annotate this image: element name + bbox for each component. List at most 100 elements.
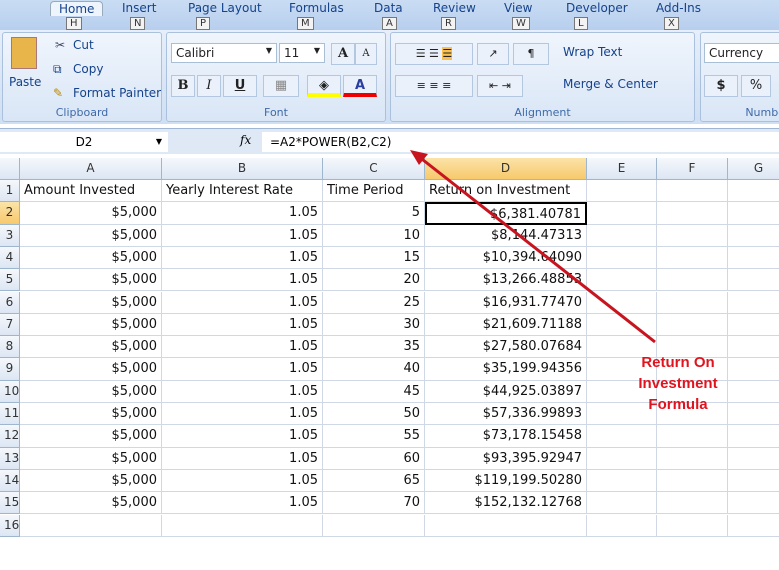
- horizontal-align-buttons[interactable]: ≡ ≡ ≡: [395, 75, 473, 97]
- row-header[interactable]: 1: [0, 180, 20, 203]
- data-cell[interactable]: 25: [323, 291, 425, 314]
- data-cell[interactable]: $13,266.48853: [425, 269, 587, 292]
- data-cell[interactable]: [657, 492, 728, 515]
- row-header[interactable]: 13: [0, 447, 20, 470]
- data-cell[interactable]: $21,609.71188: [425, 313, 587, 337]
- merge-center-button[interactable]: Merge & Center: [563, 77, 658, 91]
- data-cell[interactable]: [587, 336, 657, 359]
- data-cell[interactable]: [728, 381, 779, 403]
- row-header[interactable]: 10: [0, 380, 20, 403]
- data-cell[interactable]: [323, 514, 425, 537]
- data-cell[interactable]: $119,199.50280: [425, 469, 587, 493]
- tab-review[interactable]: Review: [433, 1, 476, 15]
- data-cell[interactable]: 1.05: [162, 291, 323, 314]
- column-header-f[interactable]: F: [657, 158, 728, 180]
- data-cell[interactable]: [728, 403, 779, 426]
- number-format-select[interactable]: Currency: [704, 43, 779, 63]
- row-header[interactable]: 7: [0, 313, 20, 337]
- grow-font-button[interactable]: A: [331, 43, 355, 65]
- row-header[interactable]: 9: [0, 358, 20, 381]
- data-cell[interactable]: $73,178.15458: [425, 425, 587, 448]
- row-header[interactable]: 8: [0, 336, 20, 359]
- data-cell[interactable]: [657, 425, 728, 448]
- data-cell[interactable]: 45: [323, 380, 425, 403]
- active-cell[interactable]: $6,381.40781: [425, 202, 587, 225]
- data-cell[interactable]: [728, 425, 779, 448]
- currency-button[interactable]: $: [704, 75, 738, 97]
- data-cell[interactable]: [657, 358, 728, 381]
- column-header-g[interactable]: G: [728, 158, 779, 180]
- data-cell[interactable]: [728, 269, 779, 292]
- format-painter-button[interactable]: Format Painter: [73, 86, 162, 100]
- insert-function-button[interactable]: fx: [240, 133, 252, 147]
- data-cell[interactable]: [587, 447, 657, 470]
- data-cell[interactable]: 20: [323, 269, 425, 292]
- data-cell[interactable]: [587, 403, 657, 426]
- data-cell[interactable]: [587, 492, 657, 515]
- data-cell[interactable]: $8,144.47313: [425, 224, 587, 247]
- data-cell[interactable]: [657, 269, 728, 292]
- data-cell[interactable]: [20, 514, 162, 537]
- tab-view[interactable]: View: [504, 1, 533, 15]
- row-header[interactable]: 16: [0, 514, 20, 537]
- cut-button[interactable]: Cut: [73, 38, 94, 52]
- tab-page-layout[interactable]: Page Layout: [188, 1, 262, 15]
- data-cell[interactable]: $5,000: [20, 224, 162, 247]
- data-cell[interactable]: $5,000: [20, 492, 162, 515]
- data-cell[interactable]: [587, 358, 657, 381]
- data-cell[interactable]: [728, 336, 779, 359]
- data-cell[interactable]: [657, 246, 728, 270]
- row-header[interactable]: 15: [0, 492, 20, 515]
- tab-add-ins[interactable]: Add-Ins: [656, 1, 701, 15]
- column-header-d[interactable]: D: [425, 158, 587, 180]
- data-cell[interactable]: $5,000: [20, 447, 162, 470]
- data-cell[interactable]: 35: [323, 336, 425, 359]
- data-cell[interactable]: [657, 403, 728, 426]
- data-cell[interactable]: 40: [323, 358, 425, 381]
- data-cell[interactable]: 15: [323, 246, 425, 270]
- row-header[interactable]: 12: [0, 425, 20, 448]
- header-cell[interactable]: [728, 180, 779, 203]
- data-cell[interactable]: $152,132.12768: [425, 492, 587, 515]
- font-size-select[interactable]: 11 ▼: [279, 43, 325, 63]
- text-direction-button[interactable]: ¶: [513, 43, 549, 65]
- data-cell[interactable]: 1.05: [162, 492, 323, 515]
- data-cell[interactable]: 30: [323, 313, 425, 337]
- data-cell[interactable]: [728, 225, 779, 247]
- data-cell[interactable]: 1.05: [162, 224, 323, 247]
- data-cell[interactable]: [657, 469, 728, 493]
- tab-developer[interactable]: Developer: [566, 1, 628, 15]
- data-cell[interactable]: $5,000: [20, 358, 162, 381]
- data-cell[interactable]: [728, 247, 779, 270]
- data-cell[interactable]: 1.05: [162, 202, 323, 225]
- fill-color-button[interactable]: ◈: [307, 75, 341, 97]
- data-cell[interactable]: [728, 448, 779, 470]
- data-cell[interactable]: $5,000: [20, 246, 162, 270]
- vertical-align-buttons[interactable]: ☰ ☰ ☰: [395, 43, 473, 65]
- data-cell[interactable]: $5,000: [20, 403, 162, 426]
- data-cell[interactable]: [657, 291, 728, 314]
- data-cell[interactable]: $5,000: [20, 380, 162, 403]
- data-cell[interactable]: $5,000: [20, 336, 162, 359]
- data-cell[interactable]: 1.05: [162, 336, 323, 359]
- data-cell[interactable]: [728, 515, 779, 537]
- data-cell[interactable]: $93,395.92947: [425, 447, 587, 470]
- data-cell[interactable]: [587, 313, 657, 337]
- shrink-font-button[interactable]: A: [355, 43, 377, 65]
- data-cell[interactable]: $5,000: [20, 202, 162, 225]
- data-cell[interactable]: [728, 292, 779, 314]
- data-cell[interactable]: 1.05: [162, 469, 323, 493]
- indent-buttons[interactable]: ⇤ ⇥: [477, 75, 523, 97]
- data-cell[interactable]: 1.05: [162, 403, 323, 426]
- name-box[interactable]: D2 ▼: [0, 132, 168, 152]
- data-cell[interactable]: 55: [323, 425, 425, 448]
- data-cell[interactable]: 1.05: [162, 358, 323, 381]
- data-cell[interactable]: 10: [323, 224, 425, 247]
- data-cell[interactable]: $44,925.03897: [425, 380, 587, 403]
- column-header-a[interactable]: A: [20, 158, 162, 180]
- data-cell[interactable]: 1.05: [162, 313, 323, 337]
- tab-insert[interactable]: Insert: [122, 1, 157, 15]
- column-header-c[interactable]: C: [323, 158, 425, 180]
- paste-button[interactable]: Paste: [9, 75, 42, 89]
- row-header[interactable]: 14: [0, 469, 20, 493]
